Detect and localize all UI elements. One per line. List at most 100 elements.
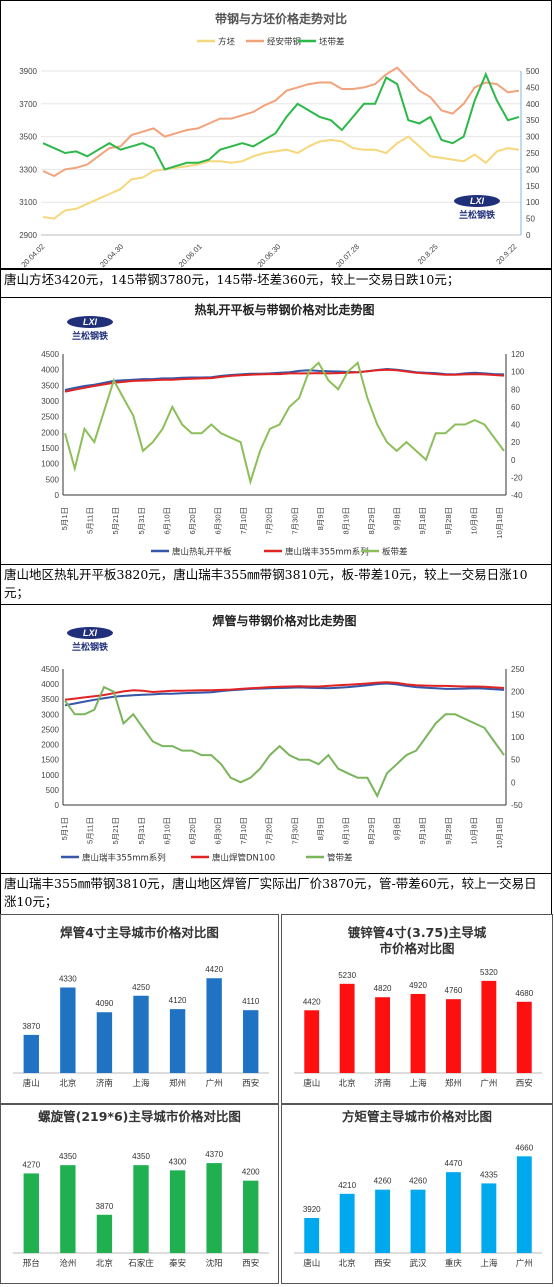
legend-label: 方坯 [218,37,236,48]
chart-title: 市价格对比图 [379,941,454,956]
x-tick-label: 20.9.22 [494,242,518,266]
y-tick-label: 4000 [41,366,59,375]
x-tick-label: 5月31日 [137,507,146,535]
x-tick-label: 7月20日 [265,817,274,845]
series-line-2 [42,71,520,171]
legend-label: 管带差 [327,853,353,864]
y-tick-label: 2900 [19,231,37,240]
y2-tick-label: 350 [526,116,540,125]
x-category-label: 唐山 [23,1078,40,1089]
x-tick-label: 6月30日 [214,817,223,845]
bar [481,980,497,1073]
bar-value-label: 4420 [205,965,223,974]
y2-tick-label: 100 [526,198,540,207]
x-tick-label: 9月8日 [393,817,402,840]
chart-title: 方矩管主导城市价格对比图 [342,1109,492,1124]
bar-panel-galvanized-pipe: 镀锌管4寸(3.75)主导城 市价格对比图 4420 唐山 5230 北京 4820 济南 49… [281,914,553,1104]
x-tick-label: 9月8日 [393,507,402,530]
chart-panel-billet-strip: 带钢与方坯价格走势对比 2900 3100 3300 3500 3700 3900 0 50 10… [0,0,552,269]
bar [60,987,76,1073]
y2-tick-label: 150 [511,710,525,719]
bar-value-label: 4260 [374,1177,392,1186]
y2-tick-label: 60 [511,403,520,412]
y-tick-label: 0 [55,801,60,810]
bar [133,995,149,1073]
x-tick-label: 10月18日 [495,507,504,539]
y2-tick-label: 0 [511,456,516,465]
bar-value-label: 4250 [132,983,150,992]
x-tick-label: 8月9日 [316,817,325,840]
x-category-label: 邢台 [23,1258,40,1269]
chart-title: 带钢与方坯价格走势对比 [215,11,347,26]
y2-tick-label: -50 [511,801,523,810]
bar-value-label: 5230 [338,971,356,980]
x-tick-label: 6月10日 [162,507,171,535]
series-line-2 [64,685,505,799]
bar-value-label: 4120 [169,996,187,1005]
bar-value-label: 4680 [515,989,533,998]
bar-value-label: 4270 [22,1160,40,1169]
billet-strip-line-chart: 带钢与方坯价格走势对比 2900 3100 3300 3500 3700 3900 0 50 10… [19,11,540,269]
bar-value-label: 5320 [480,968,498,977]
x-tick-label: 6月30日 [214,507,223,535]
y2-tick-label: 300 [526,133,540,142]
legend-label: 唐山瑞丰355mm系列 [82,853,166,864]
x-tick-label: 6月20日 [188,817,197,845]
x-tick-label: 5月11日 [86,507,95,534]
chart-title: 焊管与带钢价格对比走势图 [212,613,356,628]
x-category-label: 北京 [339,1078,356,1089]
y-tick-label: 3900 [19,67,37,76]
bar-panel-welded-pipe: 焊管4寸主导城市价格对比图 3870 唐山 4330 北京 4090 济南 4250 上海 412… [0,914,279,1104]
x-tick-label: 20.04.02 [19,242,46,269]
x-category-label: 上海 [409,1078,427,1089]
chart-panel-plate-strip: 热轧开平板与带钢价格对比走势图 0 500 1000 1500 2000 2500 3000 3… [0,297,552,565]
x-category-label: 上海 [480,1258,498,1269]
y2-tick-label: 100 [511,733,525,742]
plate-strip-line-chart: 热轧开平板与带钢价格对比走势图0500100015002000250030003… [41,302,525,558]
pipe-strip-line-chart: 焊管与带钢价格对比走势图0500100015002000250030003500… [41,613,525,864]
y-tick-label: 2000 [41,428,59,437]
y-tick-label: 4500 [41,665,59,674]
bar [410,993,426,1073]
x-tick-label: 7月30日 [290,817,299,845]
x-tick-label: 9月18日 [418,817,427,845]
y-tick-label: 3500 [19,133,37,142]
bar [445,999,461,1073]
bar-value-label: 4330 [59,975,77,984]
x-category-label: 秦安 [169,1258,186,1269]
y2-tick-label: 400 [526,100,540,109]
x-tick-label: 20.06.30 [255,242,282,269]
x-category-label: 西安 [374,1258,391,1269]
galvanized-pipe-bar-chart: 镀锌管4寸(3.75)主导城市价格对比图 4420 唐山 5230 北京 4820 济南 49… [294,925,542,1089]
x-tick-label: 7月30日 [290,507,299,535]
y2-tick-label: -40 [511,491,523,500]
bar [339,1193,355,1253]
y2-tick-label: 200 [511,688,525,697]
bar [304,1010,320,1073]
x-category-label: 西安 [516,1078,533,1089]
bar-value-label: 4110 [242,997,260,1006]
bar-value-label: 4420 [303,997,321,1006]
series-line-0 [64,367,505,391]
series-line-0 [42,135,520,220]
y2-tick-label: 450 [526,83,540,92]
x-tick-label: 5月11日 [86,817,95,844]
y2-tick-label: -20 [511,473,523,482]
y2-tick-label: 50 [526,215,535,224]
legend-label: 经安带钢 [267,37,301,48]
y-tick-label: 3500 [41,381,59,390]
y-tick-label: 500 [46,786,60,795]
y-tick-label: 1000 [41,771,59,780]
series-line-1 [64,681,505,701]
legend-label: 唐山热轧开平板 [172,547,232,558]
bar [243,1180,259,1253]
lange-logo: LXI 兰松钢铁 [67,627,113,653]
x-category-label: 济南 [374,1078,391,1089]
y-tick-label: 2500 [41,725,59,734]
series-line-1 [64,368,505,393]
bar [96,1214,113,1253]
bar-panel-spiral-pipe: 螺旋管(219*6)主导城市价格对比图 4270 邢台 4350 沧州 3870 北京 435… [0,1104,279,1284]
y-tick-label: 3500 [41,695,59,704]
x-category-label: 西安 [242,1258,259,1269]
x-category-label: 广州 [206,1078,223,1089]
